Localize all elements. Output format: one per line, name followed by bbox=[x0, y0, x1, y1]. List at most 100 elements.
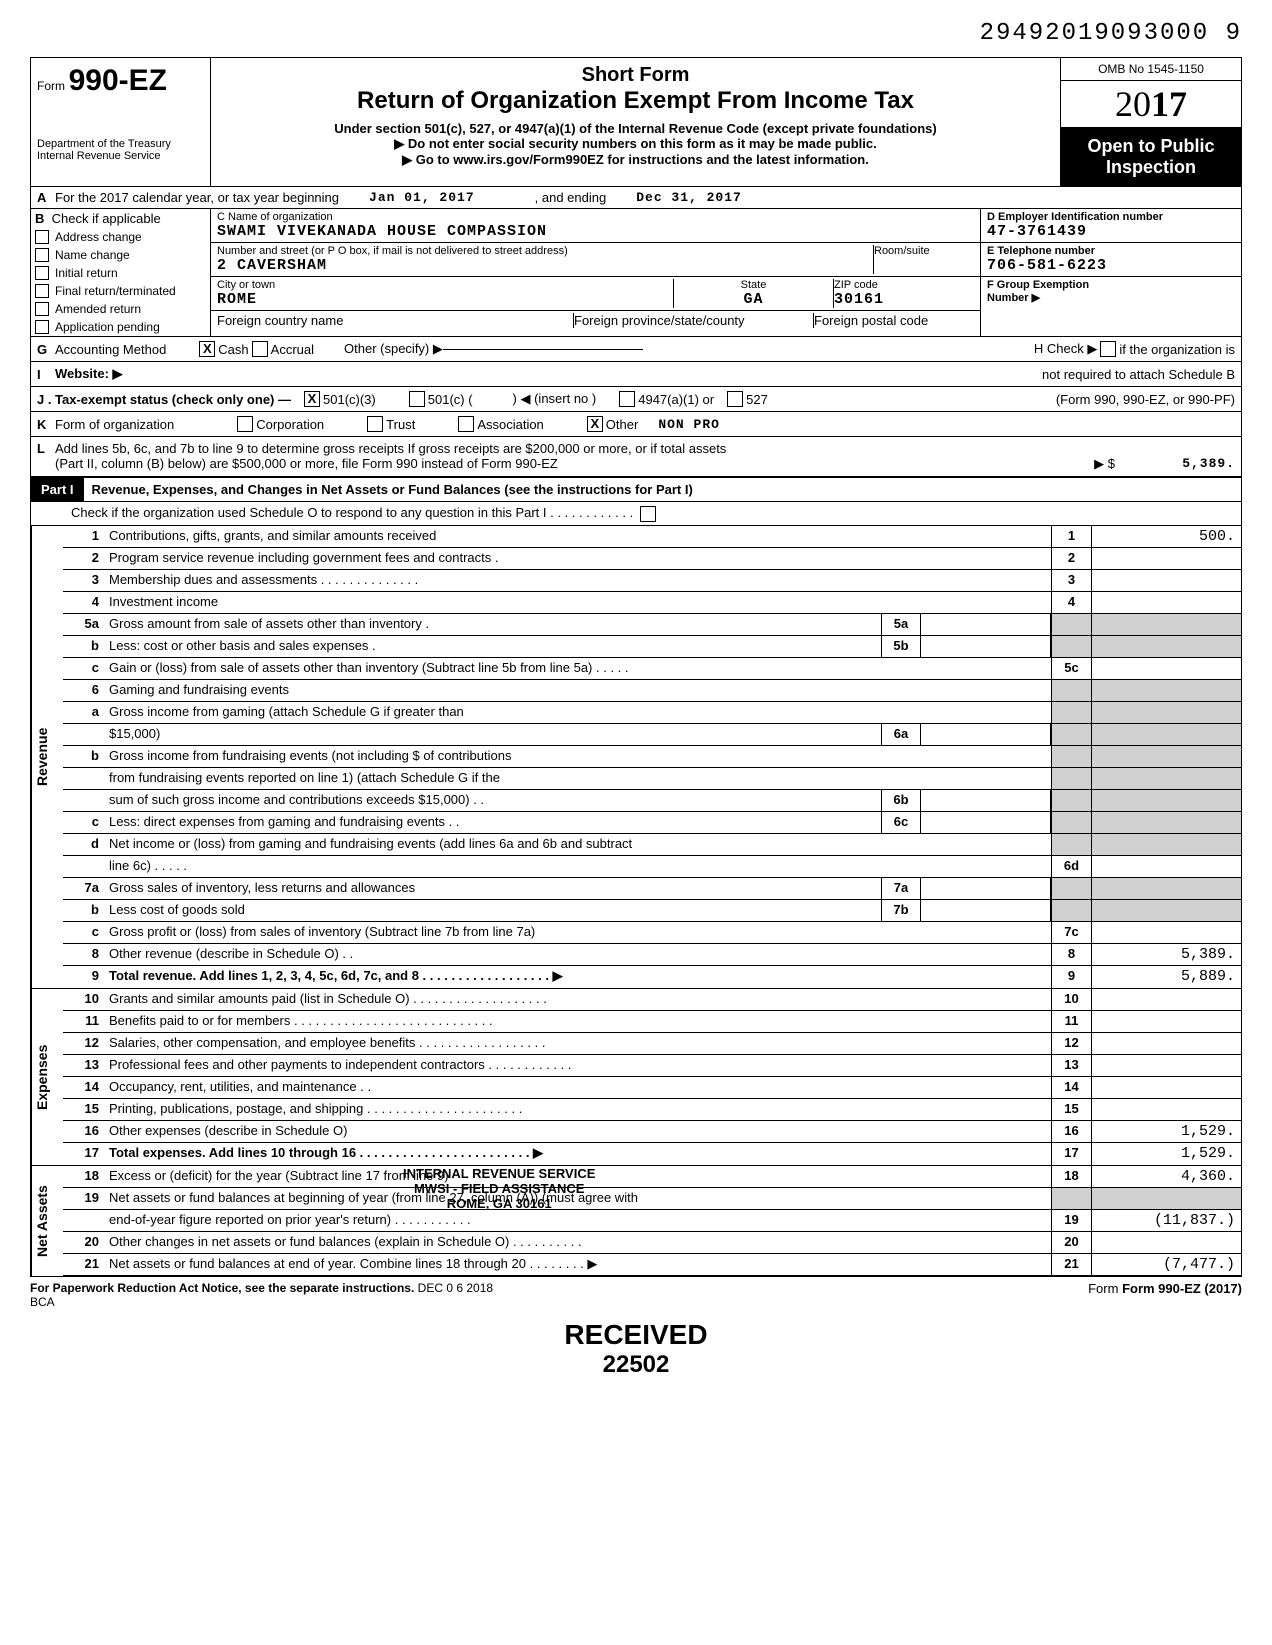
sn: 6b bbox=[881, 790, 921, 811]
cb-application-pending[interactable]: Application pending bbox=[31, 318, 210, 336]
cb-address-change[interactable]: Address change bbox=[31, 228, 210, 246]
side-net-assets: Net Assets bbox=[31, 1166, 63, 1276]
ln: 17 bbox=[63, 1143, 105, 1165]
en: 3 bbox=[1051, 570, 1091, 591]
short-form-title: Short Form bbox=[221, 64, 1050, 87]
en: 14 bbox=[1051, 1077, 1091, 1098]
received-text: RECEIVED bbox=[30, 1319, 1242, 1351]
ln: 13 bbox=[63, 1055, 105, 1076]
ln: 7a bbox=[63, 878, 105, 899]
ld: Less: cost or other basis and sales expe… bbox=[105, 636, 881, 657]
cb-h[interactable] bbox=[1100, 341, 1116, 357]
ld: Benefits paid to or for members . . . . … bbox=[105, 1011, 1051, 1032]
open-line1: Open to Public bbox=[1065, 136, 1237, 157]
cb-name-change[interactable]: Name change bbox=[31, 246, 210, 264]
cb-trust[interactable] bbox=[367, 416, 383, 432]
info-block: B Check if applicable Address change Nam… bbox=[30, 209, 1242, 337]
4947-label: 4947(a)(1) or bbox=[638, 392, 714, 407]
zip-label: ZIP code bbox=[834, 279, 974, 291]
sn: 7a bbox=[881, 878, 921, 899]
received-num: 22502 bbox=[30, 1351, 1242, 1379]
en: 10 bbox=[1051, 989, 1091, 1010]
row-l: L Add lines 5b, 6c, and 7b to line 9 to … bbox=[30, 437, 1242, 477]
cb-501c3[interactable]: X bbox=[304, 391, 320, 407]
row-a-pre: For the 2017 calendar year, or tax year … bbox=[55, 190, 339, 205]
cb-label: Amended return bbox=[55, 302, 141, 316]
en: 4 bbox=[1051, 592, 1091, 613]
ev bbox=[1091, 1099, 1241, 1120]
cb-schedule-o[interactable] bbox=[640, 506, 656, 522]
department: Department of the Treasury bbox=[37, 138, 204, 150]
en: 11 bbox=[1051, 1011, 1091, 1032]
letter-g: G bbox=[37, 342, 55, 357]
state-value: GA bbox=[674, 291, 833, 308]
ev bbox=[1091, 989, 1241, 1010]
ld: sum of such gross income and contributio… bbox=[105, 790, 881, 811]
subtitle-2: ▶ Do not enter social security numbers o… bbox=[221, 136, 1050, 152]
sn: 7b bbox=[881, 900, 921, 921]
cash-label: Cash bbox=[218, 342, 248, 357]
form-org-label: Form of organization bbox=[55, 417, 174, 432]
ld: Less cost of goods sold bbox=[105, 900, 881, 921]
ev bbox=[1091, 548, 1241, 569]
ln: 16 bbox=[63, 1121, 105, 1142]
goto-text: ▶ Go to www.irs.gov/Form990EZ for instru… bbox=[221, 152, 1050, 168]
ln: c bbox=[63, 922, 105, 943]
letter-a: A bbox=[37, 190, 55, 205]
cb-final-return[interactable]: Final return/terminated bbox=[31, 282, 210, 300]
cb-label: Address change bbox=[55, 230, 142, 244]
row-j: J . Tax-exempt status (check only one) —… bbox=[30, 387, 1242, 412]
cb-assoc[interactable] bbox=[458, 416, 474, 432]
cb-501c[interactable] bbox=[409, 391, 425, 407]
ln: 1 bbox=[63, 526, 105, 547]
cb-cash[interactable]: X bbox=[199, 341, 215, 357]
ld: Salaries, other compensation, and employ… bbox=[105, 1033, 1051, 1054]
revenue-section: Revenue 1Contributions, gifts, grants, a… bbox=[30, 526, 1242, 989]
ld: Gain or (loss) from sale of assets other… bbox=[105, 658, 1051, 679]
date-stamp: DEC 0 6 2018 bbox=[418, 1281, 493, 1295]
org-name: SWAMI VIVEKANADA HOUSE COMPASSION bbox=[217, 223, 974, 240]
ln: 19 bbox=[63, 1188, 105, 1209]
col-d: D Employer Identification number 47-3761… bbox=[981, 209, 1241, 336]
ev: (7,477.) bbox=[1091, 1254, 1241, 1275]
tel-label: E Telephone number bbox=[987, 245, 1235, 257]
state-label: State bbox=[674, 279, 833, 291]
cb-initial-return[interactable]: Initial return bbox=[31, 264, 210, 282]
letter-l: L bbox=[37, 441, 55, 456]
ln: 9 bbox=[63, 966, 105, 988]
cb-other-org[interactable]: X bbox=[587, 416, 603, 432]
form-footer: Form Form 990-EZ (2017) bbox=[1088, 1281, 1242, 1309]
cb-527[interactable] bbox=[727, 391, 743, 407]
ev bbox=[1091, 922, 1241, 943]
ev: 5,889. bbox=[1091, 966, 1241, 988]
cb-amended-return[interactable]: Amended return bbox=[31, 300, 210, 318]
city-value: ROME bbox=[217, 291, 673, 308]
cb-accrual[interactable] bbox=[252, 341, 268, 357]
ln: b bbox=[63, 900, 105, 921]
cb-label: Name change bbox=[55, 248, 130, 262]
en: 6d bbox=[1051, 856, 1091, 877]
ln: 3 bbox=[63, 570, 105, 591]
ln: 4 bbox=[63, 592, 105, 613]
tax-year: 2017 bbox=[1061, 81, 1241, 128]
en: 21 bbox=[1051, 1254, 1091, 1275]
year-suffix: 17 bbox=[1151, 84, 1187, 124]
ev: 4,360. bbox=[1091, 1166, 1241, 1187]
row-a: A For the 2017 calendar year, or tax yea… bbox=[30, 187, 1242, 209]
col-b: B Check if applicable Address change Nam… bbox=[31, 209, 211, 336]
fpc-label: Foreign postal code bbox=[814, 313, 974, 328]
ev: (11,837.) bbox=[1091, 1210, 1241, 1231]
trust-label: Trust bbox=[386, 417, 415, 432]
ev bbox=[1091, 856, 1241, 877]
header-left: Form 990-EZ Department of the Treasury I… bbox=[31, 58, 211, 186]
fc-label: Foreign country name bbox=[217, 313, 573, 328]
cb-4947[interactable] bbox=[619, 391, 635, 407]
ld: Excess or (deficit) for the year (Subtra… bbox=[105, 1166, 1051, 1187]
city-label: City or town bbox=[217, 279, 673, 291]
sn: 5a bbox=[881, 614, 921, 635]
h-label: H Check ▶ bbox=[1034, 341, 1097, 357]
ld: Other changes in net assets or fund bala… bbox=[105, 1232, 1051, 1253]
cb-corp[interactable] bbox=[237, 416, 253, 432]
ln: 14 bbox=[63, 1077, 105, 1098]
row-i: I Website: ▶ not required to attach Sche… bbox=[30, 362, 1242, 387]
